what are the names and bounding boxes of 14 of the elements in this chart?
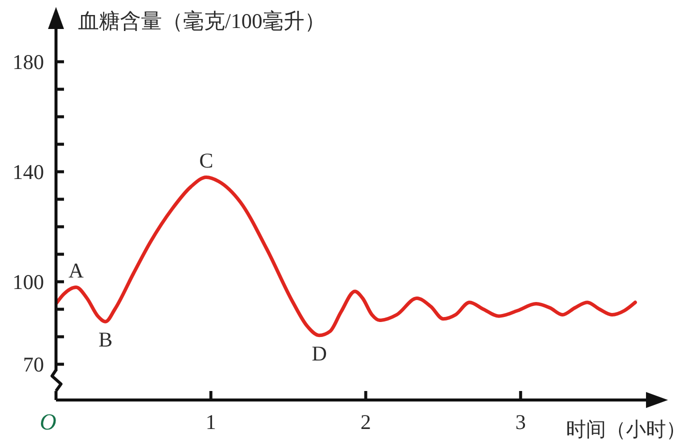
y-tick-label: 100 xyxy=(12,270,44,294)
annotation: A xyxy=(68,258,85,282)
x-tick-label: 3 xyxy=(515,410,526,434)
y-tick-label: 140 xyxy=(12,160,44,184)
x-axis-title: 时间（小时） xyxy=(566,419,686,441)
x-tick-label: 2 xyxy=(360,410,371,434)
x-tick-label: O xyxy=(40,410,57,434)
x-tick-label: 1 xyxy=(206,410,216,434)
annotation: C xyxy=(199,148,214,172)
annotation: B xyxy=(98,328,113,352)
y-axis-title: 血糖含量（毫克/100毫升） xyxy=(78,9,326,33)
annotation: D xyxy=(312,341,327,366)
y-tick-label: 180 xyxy=(12,50,44,74)
y-tick-label: 70 xyxy=(23,352,44,376)
